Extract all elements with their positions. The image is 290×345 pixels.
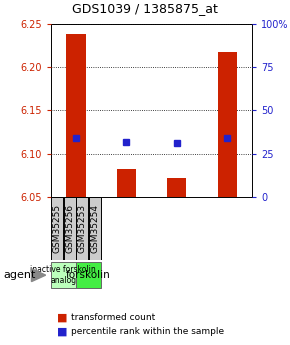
Text: transformed count: transformed count [71,313,155,322]
Text: GSM35254: GSM35254 [90,204,99,253]
Polygon shape [31,269,46,282]
Bar [89,197,101,260]
Text: GSM35256: GSM35256 [65,204,74,253]
Bar [51,262,76,288]
Text: percentile rank within the sample: percentile rank within the sample [71,327,224,336]
Bar [167,178,186,197]
Bar [66,34,86,197]
Text: GDS1039 / 1385875_at: GDS1039 / 1385875_at [72,2,218,16]
Text: GSM35255: GSM35255 [52,204,61,253]
Bar [51,197,63,260]
Bar [117,169,136,197]
Text: forskolin: forskolin [66,270,111,280]
Text: inactive forskolin
analog: inactive forskolin analog [30,265,96,285]
Text: ■: ■ [57,313,67,322]
Text: GSM35253: GSM35253 [78,204,87,253]
Bar [76,197,88,260]
Bar [218,52,237,197]
Text: agent: agent [3,270,35,280]
Bar [64,197,76,260]
Text: ■: ■ [57,326,67,336]
Bar [76,262,101,288]
